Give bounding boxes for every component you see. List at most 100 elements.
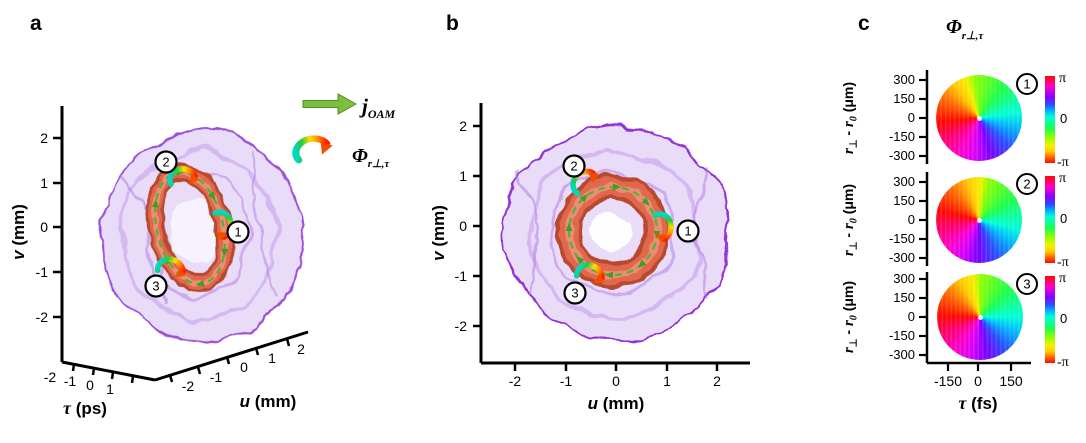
tick-label: 150 — [893, 193, 915, 208]
tick-label: -300 — [889, 250, 915, 265]
panel-a: a — [9, 12, 309, 418]
tick-label: 300 — [893, 271, 915, 286]
panel-a-letter: a — [30, 12, 42, 35]
tick-label: -1 — [455, 268, 468, 284]
tick-label: -150 — [889, 129, 915, 144]
tick-label: 0 — [612, 373, 620, 389]
tick-label: 0 — [974, 373, 982, 389]
a-v-axis — [53, 106, 64, 362]
b-u-axis-label: u (mm) — [588, 394, 645, 413]
tick-label: 0 — [908, 110, 915, 125]
svg-text:3: 3 — [1023, 277, 1030, 292]
cbar-max: π — [1059, 71, 1066, 86]
tick-label: 0 — [240, 359, 248, 375]
tick-label: 300 — [893, 174, 915, 189]
tick-label: 150 — [999, 373, 1023, 389]
tick-label: -150 — [934, 373, 962, 389]
isosurface-b — [501, 127, 731, 341]
tick-label: 300 — [893, 72, 915, 87]
tick-label: 1 — [268, 350, 276, 366]
tick-label: -2 — [36, 309, 49, 325]
panel-c-letter: c — [858, 12, 870, 35]
tick-label: -1 — [36, 264, 49, 280]
marker-1: 1 — [226, 220, 250, 244]
marker-1: 1 — [1016, 73, 1038, 95]
cbar-min: -π — [1057, 355, 1069, 370]
marker-3: 3 — [144, 274, 168, 298]
colorbar-2 — [1045, 176, 1055, 263]
svg-text:1: 1 — [684, 224, 691, 239]
tick-label: 1 — [40, 175, 48, 191]
phase-twist-icon — [292, 135, 333, 164]
tick-label: 150 — [893, 91, 915, 106]
a-tau-ticks: -2 -1 0 1 — [44, 369, 114, 397]
marker-3: 3 — [1016, 273, 1038, 295]
c-ylabel-1: r⊥ - r0 (μm) — [840, 82, 860, 154]
phase-wheel-2 — [936, 177, 1022, 263]
a-u-axis-label: u (mm) — [240, 392, 297, 411]
tick-label: -1 — [210, 369, 223, 385]
marker-2: 2 — [1016, 173, 1038, 195]
b-v-axis — [473, 103, 483, 363]
tick-label: -150 — [889, 231, 915, 246]
a-markers: 2 1 3 — [144, 150, 250, 298]
tick-label: -300 — [889, 347, 915, 362]
c-y-axes — [919, 70, 929, 363]
tick-label: 0 — [908, 212, 915, 227]
tick-label: -2 — [44, 369, 57, 385]
b-markers: 2 1 3 — [562, 154, 700, 305]
c-x-axis-label: τ (fs) — [958, 393, 997, 413]
cbar-mid: 0 — [1060, 311, 1067, 326]
phase-wheel-1 — [936, 75, 1022, 161]
tick-label: 2 — [40, 130, 48, 146]
a-v-axis-label: v (mm) — [9, 204, 28, 260]
svg-text:2: 2 — [1023, 177, 1030, 192]
c-ylabel-2: r⊥ - r0 (μm) — [840, 184, 860, 256]
b-u-ticks: -2 -1 0 1 2 — [509, 373, 721, 389]
b-v-ticks: 2 1 0 -1 -2 — [455, 118, 468, 334]
a-v-ticks: 2 1 0 -1 -2 — [36, 130, 49, 325]
c-markers: 1 2 3 — [1016, 73, 1038, 295]
panel-b: b — [429, 12, 750, 413]
tick-label: -1 — [560, 373, 573, 389]
svg-text:3: 3 — [571, 286, 578, 301]
tick-label: 2 — [459, 118, 467, 134]
tick-label: -2 — [455, 318, 468, 334]
marker-3: 3 — [563, 281, 587, 305]
tick-label: 1 — [106, 381, 114, 397]
a-tau-axis-label: τ (ps) — [63, 398, 107, 418]
a-u-ticks: -2 -1 0 1 2 — [182, 341, 305, 394]
oam-current-loop-a — [151, 169, 229, 287]
tick-label: 0 — [86, 377, 94, 393]
a-tau-axis — [61, 360, 156, 384]
isosurface-a — [100, 129, 304, 343]
svg-text:1: 1 — [234, 225, 241, 240]
svg-text:1: 1 — [1023, 77, 1030, 92]
c-y-ticks: 300 150 0 -150 -300 300 150 0 -150 -300 … — [889, 72, 915, 362]
phi-label: Φr⊥,τ — [352, 145, 390, 170]
marker-2: 2 — [562, 154, 586, 178]
marker-1: 1 — [676, 219, 700, 243]
svg-text:2: 2 — [162, 155, 169, 170]
b-u-axis — [481, 361, 750, 371]
c-colorbar-labels: π 0 -π π 0 -π π 0 -π — [1057, 71, 1069, 370]
c-x-ticks: -150 0 150 — [934, 373, 1023, 389]
cbar-mid: 0 — [1060, 211, 1067, 226]
cbar-max: π — [1059, 271, 1066, 286]
a-u-axis — [154, 330, 309, 383]
cbar-max: π — [1059, 171, 1066, 186]
cbar-min: -π — [1057, 155, 1069, 170]
panel-c: c Φr⊥,τ 300 150 0 -150 -300 300 — [840, 12, 1069, 413]
tick-label: 2 — [713, 373, 721, 389]
tick-label: -1 — [64, 373, 77, 389]
panel-b-letter: b — [446, 12, 459, 35]
tick-label: 0 — [908, 309, 915, 324]
colorbar-1 — [1045, 76, 1055, 163]
marker-2: 2 — [154, 150, 178, 174]
b-v-axis-label: v (mm) — [429, 205, 448, 261]
tick-label: 1 — [459, 168, 467, 184]
tick-label: -2 — [182, 378, 195, 394]
tick-label: 1 — [663, 373, 671, 389]
